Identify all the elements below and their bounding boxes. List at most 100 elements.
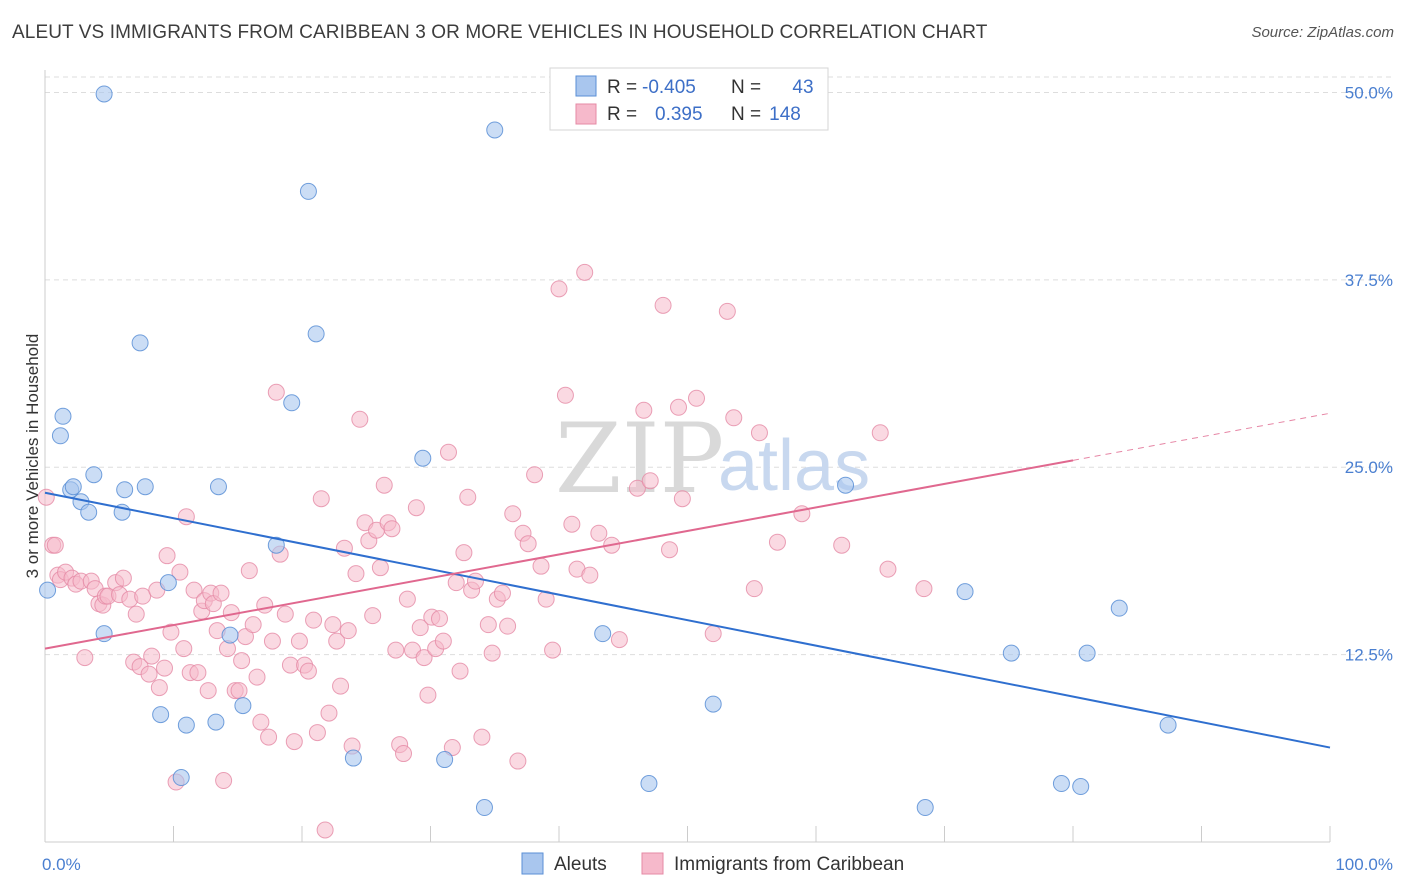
- caribbean-point: [550, 280, 568, 298]
- caribbean-point: [162, 623, 180, 641]
- bottom-legend-swatch-aleut: [521, 852, 544, 875]
- caribbean-point: [332, 677, 350, 695]
- caribbean-point: [451, 662, 469, 680]
- caribbean-point: [879, 560, 897, 578]
- caribbean-point: [419, 686, 437, 704]
- x-tick-label: 0.0%: [42, 855, 81, 874]
- axes: [44, 70, 1331, 843]
- caribbean-point: [256, 596, 274, 614]
- caribbean-point: [76, 649, 94, 667]
- aleut-point: [95, 85, 113, 103]
- aleut-point: [1072, 778, 1090, 796]
- aleut-point: [1002, 644, 1020, 662]
- caribbean-point: [371, 559, 389, 577]
- aleut-point: [1052, 775, 1070, 793]
- aleut-point: [307, 325, 325, 343]
- aleut-point: [640, 775, 658, 793]
- caribbean-point: [473, 728, 491, 746]
- aleut-point: [64, 478, 82, 496]
- caribbean-point: [395, 745, 413, 763]
- caribbean-point: [466, 572, 484, 590]
- caribbean-point: [324, 616, 342, 634]
- legend-swatch-aleut: [575, 75, 597, 97]
- aleut-point: [39, 581, 57, 599]
- bottom-legend-swatch-caribbean: [641, 852, 664, 875]
- caribbean-point: [339, 622, 357, 640]
- caribbean-point: [281, 656, 299, 674]
- caribbean-point: [140, 665, 158, 683]
- caribbean-point: [199, 682, 217, 700]
- caribbean-point: [439, 443, 457, 461]
- aleut-point: [85, 466, 103, 484]
- source-credit: Source: ZipAtlas.com: [1251, 24, 1394, 41]
- aleut-point: [486, 121, 504, 139]
- bottom-legend: Aleuts Immigrants from Caribbean: [521, 852, 904, 875]
- aleut-point: [1078, 644, 1096, 662]
- legend-box: R = -0.405 N = 43 R = 0.395 N = 148: [549, 67, 829, 131]
- watermark: ZIP atlas: [555, 403, 870, 515]
- caribbean-point: [483, 644, 501, 662]
- caribbean-point: [185, 581, 203, 599]
- legend-r-value-aleut: -0.405: [642, 77, 696, 98]
- caribbean-point: [233, 652, 251, 670]
- aleut-point: [54, 407, 72, 425]
- y-tick-label: 12.5%: [1345, 646, 1393, 665]
- caribbean-point: [240, 562, 258, 580]
- caribbean-point: [443, 739, 461, 757]
- caribbean-point: [276, 605, 294, 623]
- caribbean-point: [305, 611, 323, 629]
- caribbean-point: [635, 401, 653, 419]
- aleut-point: [283, 394, 301, 412]
- aleut-point: [177, 716, 195, 734]
- legend-n-value-caribbean: 148: [769, 104, 801, 125]
- aleut-point: [299, 182, 317, 200]
- caribbean-point: [244, 616, 262, 634]
- caribbean-point: [150, 679, 168, 697]
- caribbean-point: [215, 772, 233, 790]
- caribbean-point: [718, 302, 736, 320]
- caribbean-point: [37, 488, 55, 506]
- caribbean-point: [267, 383, 285, 401]
- caribbean-point: [230, 682, 248, 700]
- caribbean-point: [479, 616, 497, 634]
- caribbean-point: [687, 389, 705, 407]
- aleut-point: [916, 799, 934, 817]
- aleut-point: [594, 625, 612, 643]
- aleut-point: [344, 749, 362, 767]
- caribbean-point: [248, 668, 266, 686]
- caribbean-point: [532, 557, 550, 575]
- legend-n-label-caribbean: N =: [731, 104, 761, 125]
- caribbean-point: [871, 424, 889, 442]
- caribbean-point: [46, 536, 64, 554]
- caribbean-point: [509, 752, 527, 770]
- caribbean-point: [504, 505, 522, 523]
- aleut-point: [51, 427, 69, 445]
- caribbean-point: [260, 728, 278, 746]
- aleut-point: [267, 536, 285, 554]
- caribbean-point: [328, 632, 346, 650]
- caribbean-point: [610, 631, 628, 649]
- caribbean-point: [544, 641, 562, 659]
- aleut-point: [436, 751, 454, 769]
- caribbean-point: [189, 664, 207, 682]
- caribbean-trend-extension: [1072, 412, 1331, 461]
- caribbean-point: [455, 544, 473, 562]
- caribbean-point: [398, 590, 416, 608]
- aleut-point: [207, 713, 225, 731]
- aleut-point: [475, 799, 493, 817]
- legend-r-label-aleut: R =: [607, 77, 637, 98]
- aleut-point: [837, 476, 855, 494]
- caribbean-point: [320, 704, 338, 722]
- aleut-point: [172, 769, 190, 787]
- caribbean-point: [263, 632, 281, 650]
- caribbean-point: [661, 541, 679, 559]
- caribbean-trend-line: [44, 459, 1074, 650]
- caribbean-point: [833, 536, 851, 554]
- y-tick-label: 50.0%: [1345, 83, 1393, 102]
- caribbean-points: [37, 263, 933, 839]
- y-axis-label: 3 or more Vehicles in Household: [23, 334, 42, 579]
- caribbean-point: [316, 821, 334, 839]
- caribbean-point: [134, 587, 152, 605]
- y-tick-labels: 12.5% 25.0% 37.5% 50.0%: [1345, 83, 1393, 664]
- aleut-point: [221, 626, 239, 644]
